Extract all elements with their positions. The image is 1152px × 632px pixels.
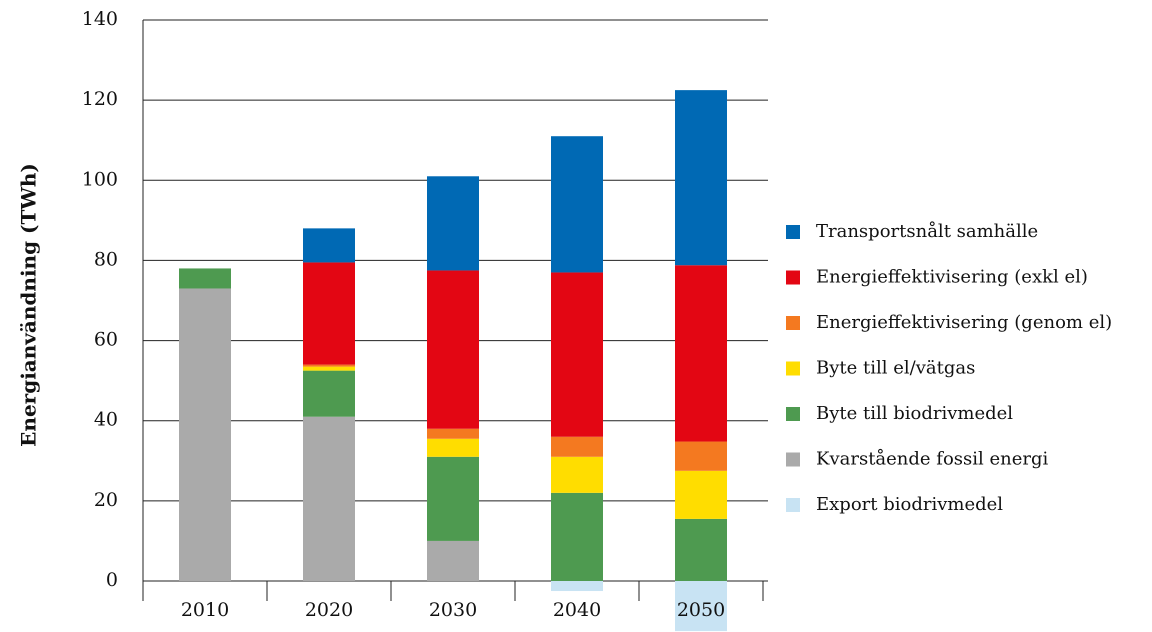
- y-axis-label: Energianvändning (TWh): [17, 163, 41, 447]
- legend-label: Byte till el/vätgas: [816, 358, 975, 379]
- y-tick-label: 0: [106, 569, 118, 591]
- legend-swatch: [786, 316, 800, 330]
- y-tick-label: 80: [94, 248, 118, 270]
- bar-segment: [675, 518, 727, 581]
- bar-segment: [303, 416, 355, 581]
- y-tick-label: 60: [94, 329, 118, 351]
- bar-segment: [551, 136, 603, 273]
- legend-label: Export biodrivmedel: [816, 494, 1003, 515]
- bar-segment: [427, 438, 479, 457]
- bar-segment: [551, 492, 603, 581]
- legend-swatch: [786, 452, 800, 467]
- bar-segment: [179, 288, 231, 581]
- legend-label: Energieffektivisering (exkl el): [816, 267, 1088, 288]
- legend-swatch: [786, 498, 800, 512]
- legend-swatch: [786, 270, 800, 285]
- x-tick-label: 2050: [677, 599, 725, 621]
- x-tick-label: 2030: [429, 599, 477, 621]
- bar-segment: [303, 366, 355, 371]
- bar-segment: [303, 364, 355, 367]
- legend-swatch: [786, 225, 800, 239]
- bar-segment: [303, 228, 355, 263]
- bar-segment: [551, 272, 603, 437]
- y-tick-label: 100: [82, 168, 118, 190]
- x-tick-label: 2040: [553, 599, 601, 621]
- bar-segment: [427, 456, 479, 541]
- y-tick-label: 120: [82, 88, 118, 110]
- bar-segment: [551, 436, 603, 457]
- legend-swatch: [786, 361, 800, 376]
- legend-swatch: [786, 407, 800, 421]
- bar-segment: [675, 265, 727, 442]
- bar-segment: [303, 370, 355, 417]
- x-tick-label: 2020: [305, 599, 353, 621]
- bar-segment: [427, 540, 479, 581]
- bar-segment: [675, 581, 727, 632]
- bar-segment: [427, 270, 479, 429]
- y-tick-label: 20: [94, 489, 118, 511]
- y-tick-label: 140: [82, 8, 118, 30]
- legend-label: Transportsnålt samhälle: [816, 220, 1038, 242]
- legend-label: Byte till biodrivmedel: [816, 403, 1013, 424]
- bar-segment: [551, 581, 603, 592]
- bar-segment: [303, 262, 355, 365]
- x-tick-label: 2010: [181, 599, 229, 621]
- bar-segment: [551, 456, 603, 493]
- bar-segment: [179, 268, 231, 289]
- legend-label: Kvarstående fossil energi: [816, 448, 1049, 470]
- bar-segment: [675, 441, 727, 471]
- bar-segment: [675, 470, 727, 519]
- bar-segment: [427, 176, 479, 271]
- legend-label: Energieffektivisering (genom el): [816, 312, 1112, 333]
- bar-segment: [675, 90, 727, 266]
- y-tick-label: 40: [94, 409, 118, 431]
- bar-segment: [427, 428, 479, 439]
